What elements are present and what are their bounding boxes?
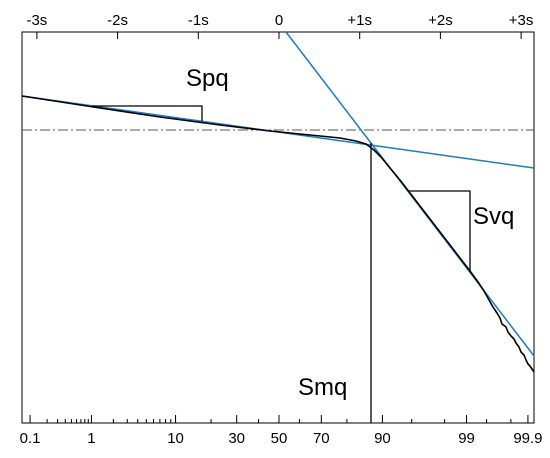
bottom-axis-labels: 0.1 1 10 30 50 70 90 99 99.9: [20, 430, 543, 447]
bearing-curve: [21, 95, 535, 373]
bottom-tick-label: 1: [87, 430, 95, 447]
spq-label: Spq: [186, 65, 229, 92]
bottom-tick-label: 0.1: [20, 430, 41, 447]
plateau-slope-triangle: [92, 105, 203, 121]
bottom-tick-label: 99.9: [513, 430, 542, 447]
top-tick-label: -3s: [26, 12, 47, 29]
top-axis-ticks: [36, 32, 522, 39]
top-tick-label: 0: [275, 12, 283, 29]
bottom-tick-label: 10: [167, 430, 184, 447]
bottom-tick-label: 70: [313, 430, 330, 447]
bottom-tick-label: 30: [228, 430, 245, 447]
bottom-tick-label: 90: [374, 430, 391, 447]
bottom-tick-label: 50: [271, 430, 288, 447]
top-axis-labels: -3s -2s -1s 0 +1s +2s +3s: [26, 12, 533, 29]
top-tick-label: +3s: [509, 12, 534, 29]
top-tick-label: +2s: [428, 12, 453, 29]
bottom-tick-label: 99: [458, 430, 475, 447]
top-tick-label: -2s: [107, 12, 128, 29]
smq-label: Smq: [298, 374, 347, 401]
bottom-axis-ticks: [29, 415, 529, 423]
top-tick-label: +1s: [347, 12, 372, 29]
plot-frame: [21, 31, 535, 424]
svq-label: Svq: [473, 203, 514, 230]
top-tick-label: -1s: [188, 12, 209, 29]
valley-slope-triangle: [409, 190, 471, 272]
